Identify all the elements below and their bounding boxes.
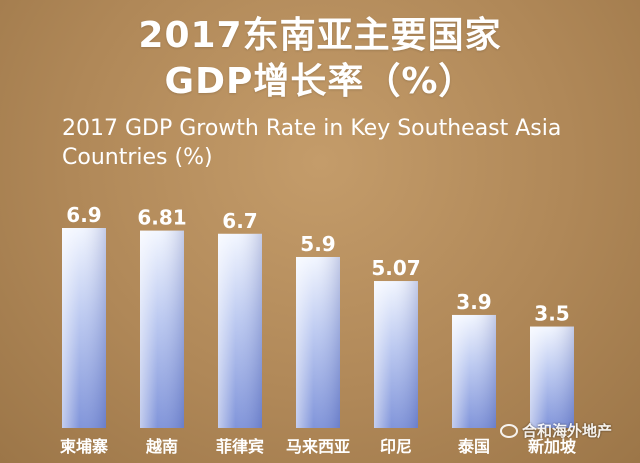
value-label-2: 6.7	[222, 209, 257, 233]
bar-shade-4	[374, 281, 418, 428]
bar-shade-0	[62, 228, 106, 428]
category-label-0: 柬埔寨	[60, 437, 108, 456]
value-label-1: 6.81	[137, 206, 186, 230]
value-label-4: 5.07	[371, 256, 420, 280]
value-label-0: 6.9	[66, 203, 101, 227]
chart-title-en-line2: Countries (%)	[62, 145, 213, 170]
category-label-1: 越南	[145, 437, 178, 456]
chart-title-zh-line1: 2017东南亚主要国家	[138, 15, 502, 56]
bar-shade-5	[452, 314, 496, 428]
chart-title-en-line1: 2017 GDP Growth Rate in Key Southeast As…	[62, 116, 562, 141]
bar-shade-1	[140, 230, 184, 428]
watermark-text: 合和海外地产	[522, 422, 613, 440]
value-label-6: 3.5	[534, 302, 569, 326]
category-label-6: 新加坡	[528, 437, 577, 456]
bar-shade-6	[530, 326, 574, 428]
chart-title-zh-line2: GDP增长率（%）	[164, 61, 476, 102]
category-label-2: 菲律宾	[216, 437, 264, 456]
value-label-3: 5.9	[300, 232, 335, 256]
wechat-icon	[500, 423, 518, 438]
watermark: 合和海外地产	[500, 420, 630, 441]
value-label-5: 3.9	[456, 290, 491, 314]
category-label-5: 泰国	[457, 437, 490, 456]
bar-shade-2	[218, 233, 262, 428]
category-label-3: 马来西亚	[286, 437, 350, 456]
category-label-4: 印尼	[380, 437, 412, 456]
bar-shade-3	[296, 256, 340, 428]
